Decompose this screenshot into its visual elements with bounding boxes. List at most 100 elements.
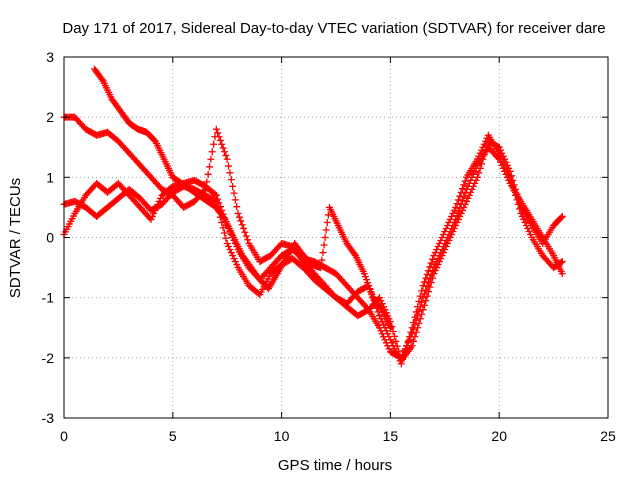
data-point-marker: [445, 237, 453, 245]
data-point-marker: [424, 267, 432, 275]
data-point-marker: [405, 333, 413, 341]
data-point-marker: [230, 189, 238, 197]
data-point-marker: [502, 164, 510, 172]
data-point-marker: [222, 234, 230, 242]
data-point-marker: [427, 279, 435, 287]
data-point-marker: [235, 213, 243, 221]
data-point-marker: [400, 351, 408, 359]
data-point-marker: [225, 162, 233, 170]
data-point-marker: [218, 218, 226, 226]
data-point-marker: [416, 315, 424, 323]
data-point-marker: [410, 318, 418, 326]
data-point-marker: [408, 324, 416, 332]
data-point-marker: [412, 308, 420, 316]
data-point-marker: [518, 212, 526, 220]
data-point-marker: [521, 218, 529, 226]
data-point-marker: [208, 148, 216, 156]
data-point-marker: [472, 176, 480, 184]
data-point-marker: [204, 170, 212, 178]
data-point-marker: [350, 250, 358, 258]
data-point-marker: [461, 177, 469, 185]
data-point-marker: [210, 140, 218, 148]
data-point-marker: [478, 146, 486, 154]
data-point-marker: [218, 140, 226, 148]
data-point-marker: [201, 185, 209, 193]
data-point-marker: [411, 313, 419, 321]
data-point-marker: [448, 212, 456, 220]
data-point-marker: [478, 160, 486, 168]
data-point-marker: [507, 178, 515, 186]
data-point-marker: [403, 342, 411, 350]
data-point-marker: [467, 188, 475, 196]
data-point-marker: [557, 214, 565, 222]
data-point-marker: [380, 321, 388, 329]
grid-lines: [64, 57, 608, 418]
data-point-marker: [558, 270, 566, 278]
data-point-marker: [458, 206, 466, 214]
data-point-marker: [231, 258, 239, 266]
data-point-marker: [215, 133, 223, 141]
data-point-marker: [446, 215, 454, 223]
data-point-marker: [222, 152, 230, 160]
y-tick-label: -1: [42, 290, 55, 306]
data-point-marker: [463, 197, 471, 205]
data-point-marker: [234, 209, 242, 217]
data-point-marker: [414, 303, 422, 311]
data-point-marker: [498, 155, 506, 163]
data-point-marker: [321, 234, 329, 241]
data-point-marker: [376, 312, 384, 320]
data-point-marker: [225, 243, 233, 251]
data-point-marker: [395, 354, 403, 362]
data-point-marker: [219, 224, 227, 232]
data-point-marker: [473, 155, 481, 163]
data-point-marker: [450, 224, 458, 232]
data-point-marker: [458, 197, 466, 205]
data-point-marker: [212, 197, 220, 205]
data-point-marker: [422, 274, 430, 282]
data-point-marker: [364, 279, 372, 287]
data-point-marker: [388, 339, 396, 347]
data-point-marker: [427, 259, 435, 267]
data-point-marker: [499, 158, 507, 166]
data-point-marker: [237, 217, 245, 225]
data-point-marker: [212, 125, 220, 133]
data-point-marker: [233, 203, 241, 211]
data-point-marker: [216, 136, 224, 144]
data-point-marker: [458, 185, 466, 193]
data-point-marker: [558, 212, 566, 220]
data-point-marker: [442, 243, 450, 251]
x-tick-label: 15: [383, 428, 399, 444]
data-point-marker: [454, 196, 462, 204]
data-point-marker: [435, 258, 443, 266]
data-point-marker: [230, 255, 238, 263]
data-point-marker: [207, 155, 215, 163]
data-point-marker: [454, 215, 462, 223]
data-point-marker: [399, 355, 407, 363]
data-point-marker: [453, 218, 461, 226]
data-point-marker: [244, 236, 252, 244]
data-point-marker: [495, 149, 503, 157]
data-point-marker: [526, 230, 534, 238]
data-point-marker: [229, 252, 237, 260]
data-point-marker: [366, 285, 374, 293]
data-point-marker: [444, 221, 452, 229]
data-point-marker: [503, 167, 511, 175]
data-point-marker: [558, 258, 566, 266]
data-point-marker: [211, 197, 219, 205]
data-point-marker: [424, 288, 432, 296]
x-axis-label: GPS time / hours: [278, 457, 392, 474]
data-point-marker: [148, 212, 156, 220]
data-point-marker: [423, 292, 431, 300]
data-point-marker: [480, 140, 488, 148]
data-point-marker: [240, 224, 248, 232]
data-point-marker: [439, 230, 447, 238]
data-point-marker: [377, 304, 385, 312]
data-point-marker: [506, 173, 514, 181]
data-point-marker: [319, 249, 327, 257]
x-tick-label: 5: [169, 428, 177, 444]
data-point-marker: [227, 176, 235, 184]
data-point-marker: [220, 148, 228, 156]
data-point-marker: [420, 301, 428, 309]
data-point-marker: [422, 297, 430, 305]
